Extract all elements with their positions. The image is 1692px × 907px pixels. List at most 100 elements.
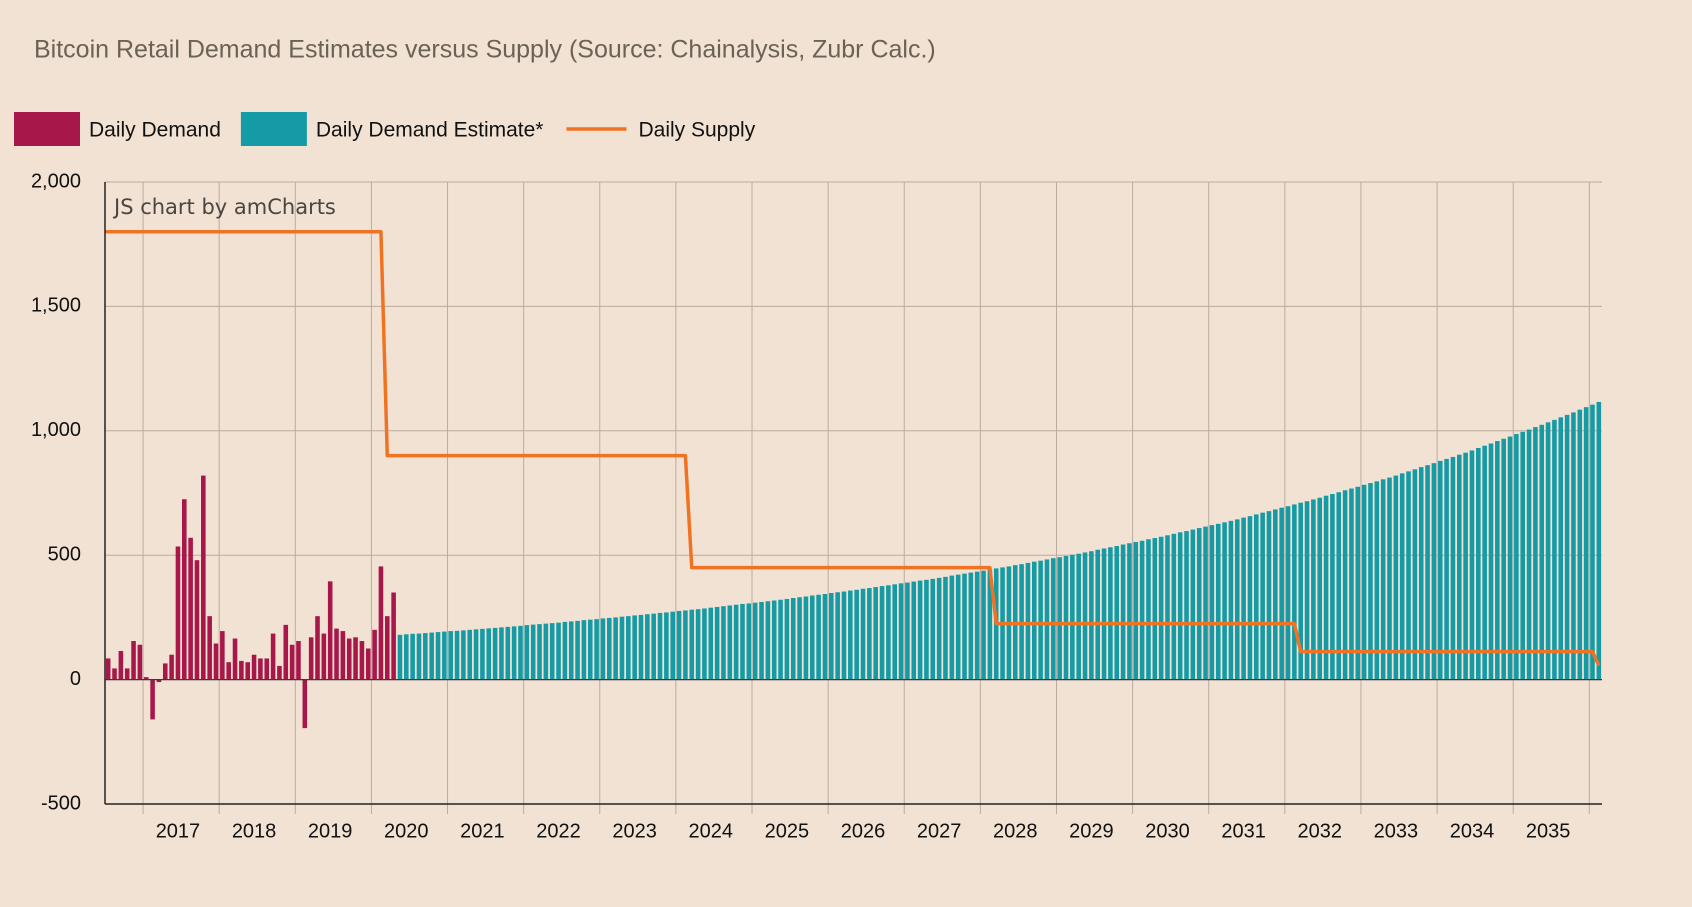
bar <box>315 616 320 680</box>
bar <box>1184 531 1189 680</box>
bar <box>1463 452 1468 680</box>
x-tick-label: 2030 <box>1145 820 1190 842</box>
bar <box>1545 422 1551 680</box>
bar <box>518 625 523 680</box>
bar <box>1031 561 1037 680</box>
x-tick-label: 2020 <box>384 820 429 842</box>
bar <box>759 601 764 680</box>
bar <box>1082 552 1088 680</box>
legend-swatch <box>14 112 80 146</box>
bar <box>1456 454 1462 680</box>
x-tick-label: 2035 <box>1526 820 1571 842</box>
bar <box>1526 429 1532 680</box>
bar <box>492 627 498 680</box>
bar <box>727 605 733 680</box>
bar <box>1361 484 1367 680</box>
bar <box>1501 438 1506 680</box>
watermark: JS chart by amCharts <box>112 195 336 219</box>
bar <box>1406 471 1411 680</box>
bar <box>1260 512 1265 680</box>
bar <box>587 619 593 680</box>
bar <box>816 594 821 680</box>
bar <box>226 662 231 680</box>
bar <box>651 613 656 680</box>
bar <box>1165 535 1170 680</box>
bar <box>277 665 282 680</box>
x-tick-label: 2032 <box>1297 820 1342 842</box>
bar <box>1095 549 1100 680</box>
bar <box>1596 401 1602 680</box>
bar <box>841 591 847 680</box>
x-tick-label: 2034 <box>1450 820 1495 842</box>
x-tick-label: 2029 <box>1069 820 1114 842</box>
bar <box>1450 456 1456 680</box>
x-tick-label: 2018 <box>232 820 277 842</box>
bar <box>746 603 752 680</box>
bar <box>1044 559 1050 680</box>
bar <box>829 593 834 680</box>
bar <box>1108 547 1113 680</box>
bar <box>1114 545 1120 680</box>
bar <box>1203 526 1208 680</box>
line <box>105 230 1601 667</box>
bar <box>1158 536 1164 680</box>
bar <box>987 569 993 680</box>
bar <box>1266 511 1272 680</box>
bar <box>296 641 301 680</box>
bar <box>264 658 270 680</box>
bar <box>1298 502 1303 680</box>
bar <box>594 619 599 680</box>
bar <box>670 611 676 680</box>
bar <box>695 609 701 680</box>
x-tick-label: 2027 <box>917 820 962 842</box>
bar <box>1355 486 1361 680</box>
bar <box>270 633 276 680</box>
bar <box>480 628 485 680</box>
bar <box>245 662 251 680</box>
bar <box>822 594 828 680</box>
bar <box>1431 463 1437 680</box>
bar <box>537 624 542 680</box>
bar <box>131 641 136 680</box>
bar <box>892 584 898 680</box>
bar <box>334 628 339 680</box>
bar <box>1336 492 1342 680</box>
y-tick-label: -500 <box>41 792 81 814</box>
x-tick-label: 2028 <box>993 820 1038 842</box>
bar <box>943 576 948 680</box>
bar <box>239 660 244 680</box>
bar <box>340 631 346 680</box>
bar <box>105 658 111 680</box>
bar <box>886 585 891 680</box>
bar <box>1241 517 1246 680</box>
x-tick-label: 2031 <box>1221 820 1266 842</box>
x-tick-label: 2017 <box>156 820 201 842</box>
bar <box>454 630 460 680</box>
bar <box>365 648 371 680</box>
bar <box>778 599 783 680</box>
bar <box>1520 431 1525 680</box>
y-tick-label: 0 <box>70 668 81 690</box>
bar <box>702 608 707 680</box>
bar <box>1482 445 1487 680</box>
bar <box>930 578 936 680</box>
bar <box>1152 538 1158 680</box>
bar <box>1317 497 1323 680</box>
bar <box>1292 504 1297 680</box>
bar <box>1038 560 1043 680</box>
bar <box>936 577 942 680</box>
bar <box>1590 404 1595 680</box>
bar <box>201 475 206 680</box>
chart-title: Bitcoin Retail Demand Estimates versus S… <box>34 36 936 64</box>
bar <box>752 602 758 680</box>
bar <box>1285 506 1291 680</box>
bar <box>962 573 967 680</box>
bar <box>220 631 225 680</box>
bar <box>949 575 955 680</box>
bar <box>924 579 929 680</box>
bar <box>790 597 796 680</box>
bar <box>505 626 511 680</box>
bar <box>600 618 606 680</box>
